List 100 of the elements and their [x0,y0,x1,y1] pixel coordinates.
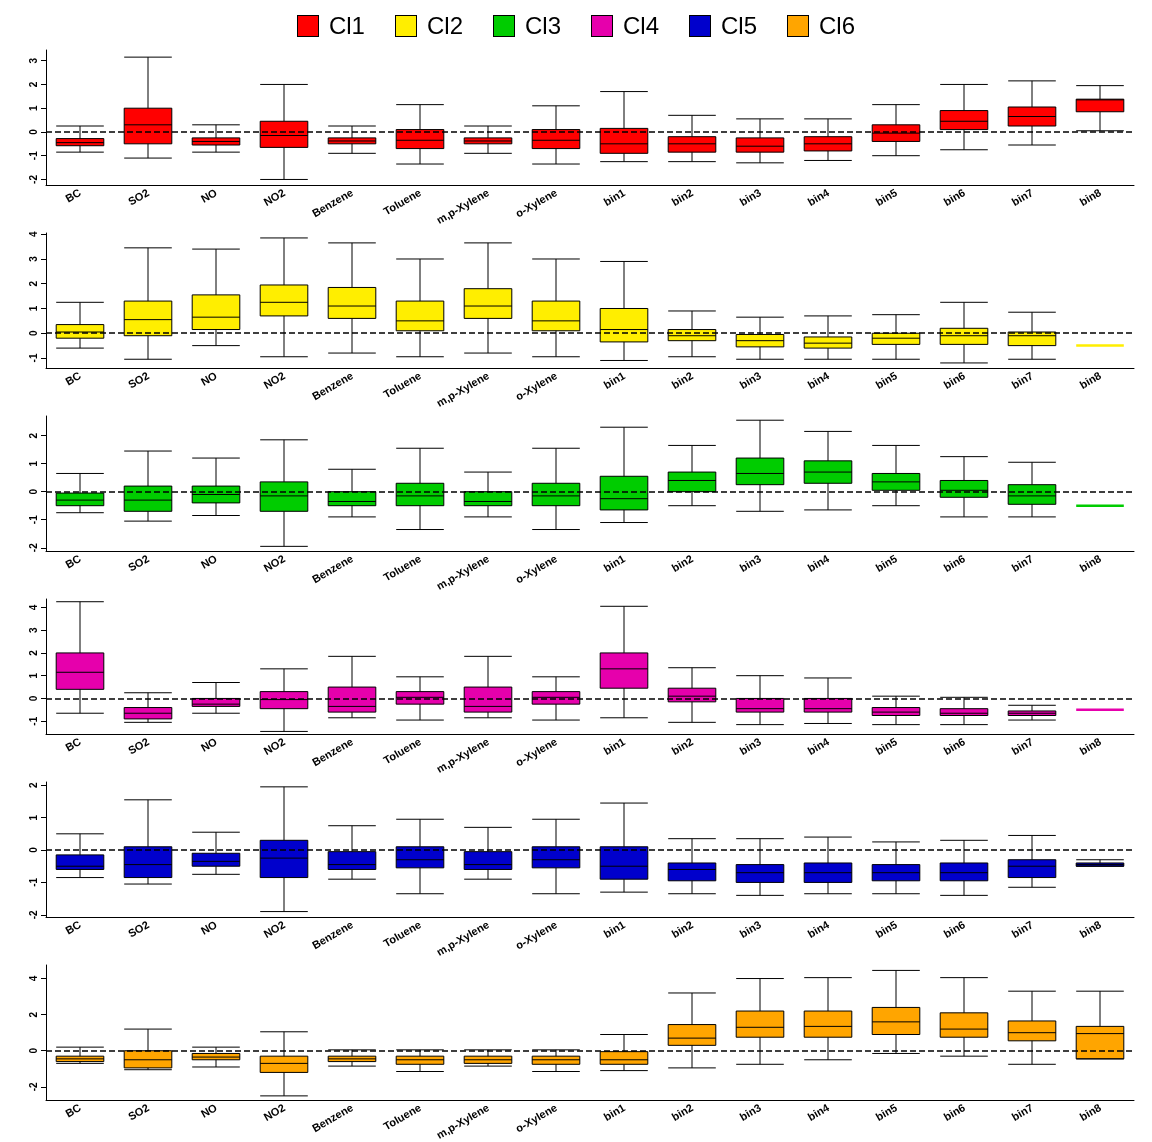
x-tick-label: bin5 [873,735,899,757]
x-tick-label: NO2 [261,552,287,574]
x-tick-label: bin8 [1077,552,1103,574]
x-tick-label: bin2 [669,369,695,391]
x-tick-label: bin6 [941,186,967,208]
x-tick-label: NO [198,917,220,937]
x-tick-label: bin7 [1009,369,1035,391]
x-tick-label: bin4 [805,917,832,940]
x-tick-label: SO2 [125,552,151,574]
x-tick-label: bin5 [873,918,899,940]
y-tick-label: 3 [27,57,39,64]
x-tick-label: bin5 [873,552,899,574]
y-tick-label: 0 [27,330,39,337]
x-tick-label: BC [63,1101,84,1120]
y-tick-label: 1 [27,460,39,467]
x-tick-label: SO2 [125,369,151,391]
x-tick-label: BC [63,918,84,937]
x-tick-label: bin8 [1077,186,1103,208]
x-tick-label: bin4 [805,551,832,574]
y-tick-label: 4 [27,604,39,611]
x-tick-label: bin2 [669,1101,695,1123]
y-tick-label: 2 [27,280,39,287]
x-tick-label: NO [198,1100,220,1120]
x-tick-label: NO [198,368,220,388]
y-tick-label: 0 [27,128,39,135]
legend-label: Cl5 [721,12,758,40]
x-tick-label: bin3 [737,918,763,940]
legend-label: Cl3 [524,12,561,40]
x-tick-label: bin2 [669,552,695,574]
y-tick-label: -1 [27,353,39,363]
x-tick-label: BC [63,369,84,388]
x-tick-label: bin6 [941,1101,967,1123]
x-tick-label: NO2 [261,369,287,391]
x-tick-label: bin3 [737,552,763,574]
y-tick-label: 1 [27,305,39,312]
x-tick-label: bin7 [1009,735,1035,757]
x-tick-label: SO2 [125,918,151,940]
y-tick-label: -2 [27,542,39,553]
y-tick-label: 2 [27,81,39,88]
x-tick-label: NO2 [261,735,287,757]
x-tick-label: bin3 [737,369,763,391]
x-tick-label: bin4 [805,185,832,208]
y-tick-label: 0 [27,1047,39,1054]
y-tick-label: 0 [27,846,39,853]
legend-label: Cl4 [623,12,660,40]
x-tick-label: bin3 [737,186,763,208]
y-tick-label: 3 [27,626,39,633]
x-tick-label: NO2 [261,186,287,208]
y-tick-label: 1 [27,814,39,821]
x-tick-label: NO [198,185,220,205]
x-tick-label: BC [63,186,84,205]
y-tick-label: -1 [27,150,39,161]
y-tick-label: 4 [27,231,39,238]
x-tick-label: NO [198,734,220,754]
x-tick-label: bin6 [941,918,967,940]
legend-label: Cl1 [328,12,365,40]
x-tick-label: bin7 [1009,552,1035,574]
x-tick-label: bin1 [601,735,627,757]
y-tick-label: -2 [27,1081,39,1092]
x-tick-label: bin1 [601,1101,627,1123]
legend-label: Cl2 [426,12,463,40]
x-tick-label: bin1 [601,918,627,940]
x-tick-label: bin6 [941,552,967,574]
x-tick-label: bin1 [601,369,627,391]
x-tick-label: NO [198,551,220,571]
y-tick-label: 1 [27,104,39,111]
x-tick-label: NO2 [261,918,287,940]
y-tick-label: 0 [27,695,39,702]
x-tick-label: SO2 [125,186,151,208]
x-tick-label: bin5 [873,1101,899,1123]
y-tick-label: -2 [27,909,39,920]
x-tick-label: bin4 [805,1100,832,1123]
y-tick-label: 2 [27,1011,39,1018]
y-tick-label: 2 [27,649,39,656]
y-tick-label: -1 [27,877,39,887]
y-tick-label: -1 [27,514,39,525]
x-tick-label: bin3 [737,1101,763,1123]
x-tick-label: bin6 [941,735,967,757]
x-tick-label: NO2 [261,1101,287,1123]
x-tick-label: bin8 [1077,1101,1103,1123]
y-tick-label: -2 [27,174,39,184]
y-tick-label: 0 [27,488,39,495]
y-tick-label: -1 [27,716,39,726]
x-tick-label: bin5 [873,186,899,208]
x-tick-label: bin4 [805,734,832,757]
x-tick-label: bin2 [669,735,695,757]
x-tick-label: bin2 [669,186,695,208]
x-tick-label: SO2 [125,1101,151,1123]
x-tick-label: bin7 [1009,918,1035,940]
y-tick-label: 2 [27,432,39,439]
x-tick-label: bin8 [1077,918,1103,940]
x-tick-label: BC [63,552,84,571]
y-tick-label: 2 [27,782,39,789]
x-tick-label: bin4 [805,368,832,391]
x-tick-label: bin7 [1009,186,1035,208]
x-tick-label: bin1 [601,186,627,208]
x-tick-label: bin6 [941,369,967,391]
x-tick-label: bin2 [669,918,695,940]
y-tick-label: 1 [27,672,39,679]
x-tick-label: bin3 [737,735,763,757]
